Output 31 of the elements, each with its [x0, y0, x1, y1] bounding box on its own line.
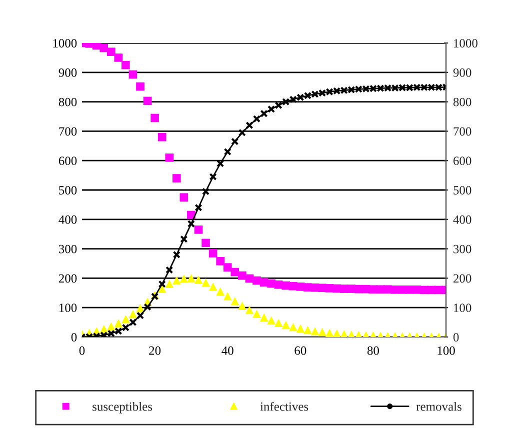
x-tick-label: 20 [149, 346, 161, 355]
y-tick-label: 600 [58, 156, 77, 166]
x-tick-label: 80 [367, 346, 379, 355]
y-tick-label: 800 [58, 98, 77, 106]
y2-tick-label: 300 [454, 244, 472, 254]
y2-tick-label: 0 [453, 333, 459, 342]
y2-tick-label: 500 [454, 186, 472, 194]
y-tick-label: 700 [59, 127, 77, 136]
y-tick-label: 1000 [53, 39, 77, 48]
y-tick-label: 200 [58, 274, 77, 283]
x-tick-label: 40 [222, 346, 234, 355]
y2-tick-label: 100 [454, 304, 472, 312]
x-tick-label: 100 [438, 346, 455, 355]
y2-tick-label: 400 [453, 215, 472, 224]
x-tick-label: 0 [79, 346, 85, 355]
y-tick-label: 0 [71, 333, 77, 342]
y2-tick-label: 700 [454, 127, 472, 136]
y-tick-label: 900 [58, 68, 77, 77]
y2-tick-label: 900 [453, 68, 472, 77]
y-tick-label: 100 [59, 304, 77, 312]
y-tick-label: 500 [59, 186, 77, 194]
legend-label: susceptibles [92, 402, 152, 414]
y2-tick-label: 200 [453, 274, 472, 283]
x-tick-label: 60 [294, 346, 306, 355]
y-tick-label: 400 [58, 215, 77, 224]
y-tick-label: 300 [58, 244, 77, 254]
y2-tick-label: 800 [453, 98, 472, 106]
y2-tick-label: 1000 [454, 39, 478, 48]
legend-label: removals [416, 402, 462, 411]
legend-label: infectives [260, 402, 308, 411]
y2-tick-label: 600 [453, 156, 472, 166]
